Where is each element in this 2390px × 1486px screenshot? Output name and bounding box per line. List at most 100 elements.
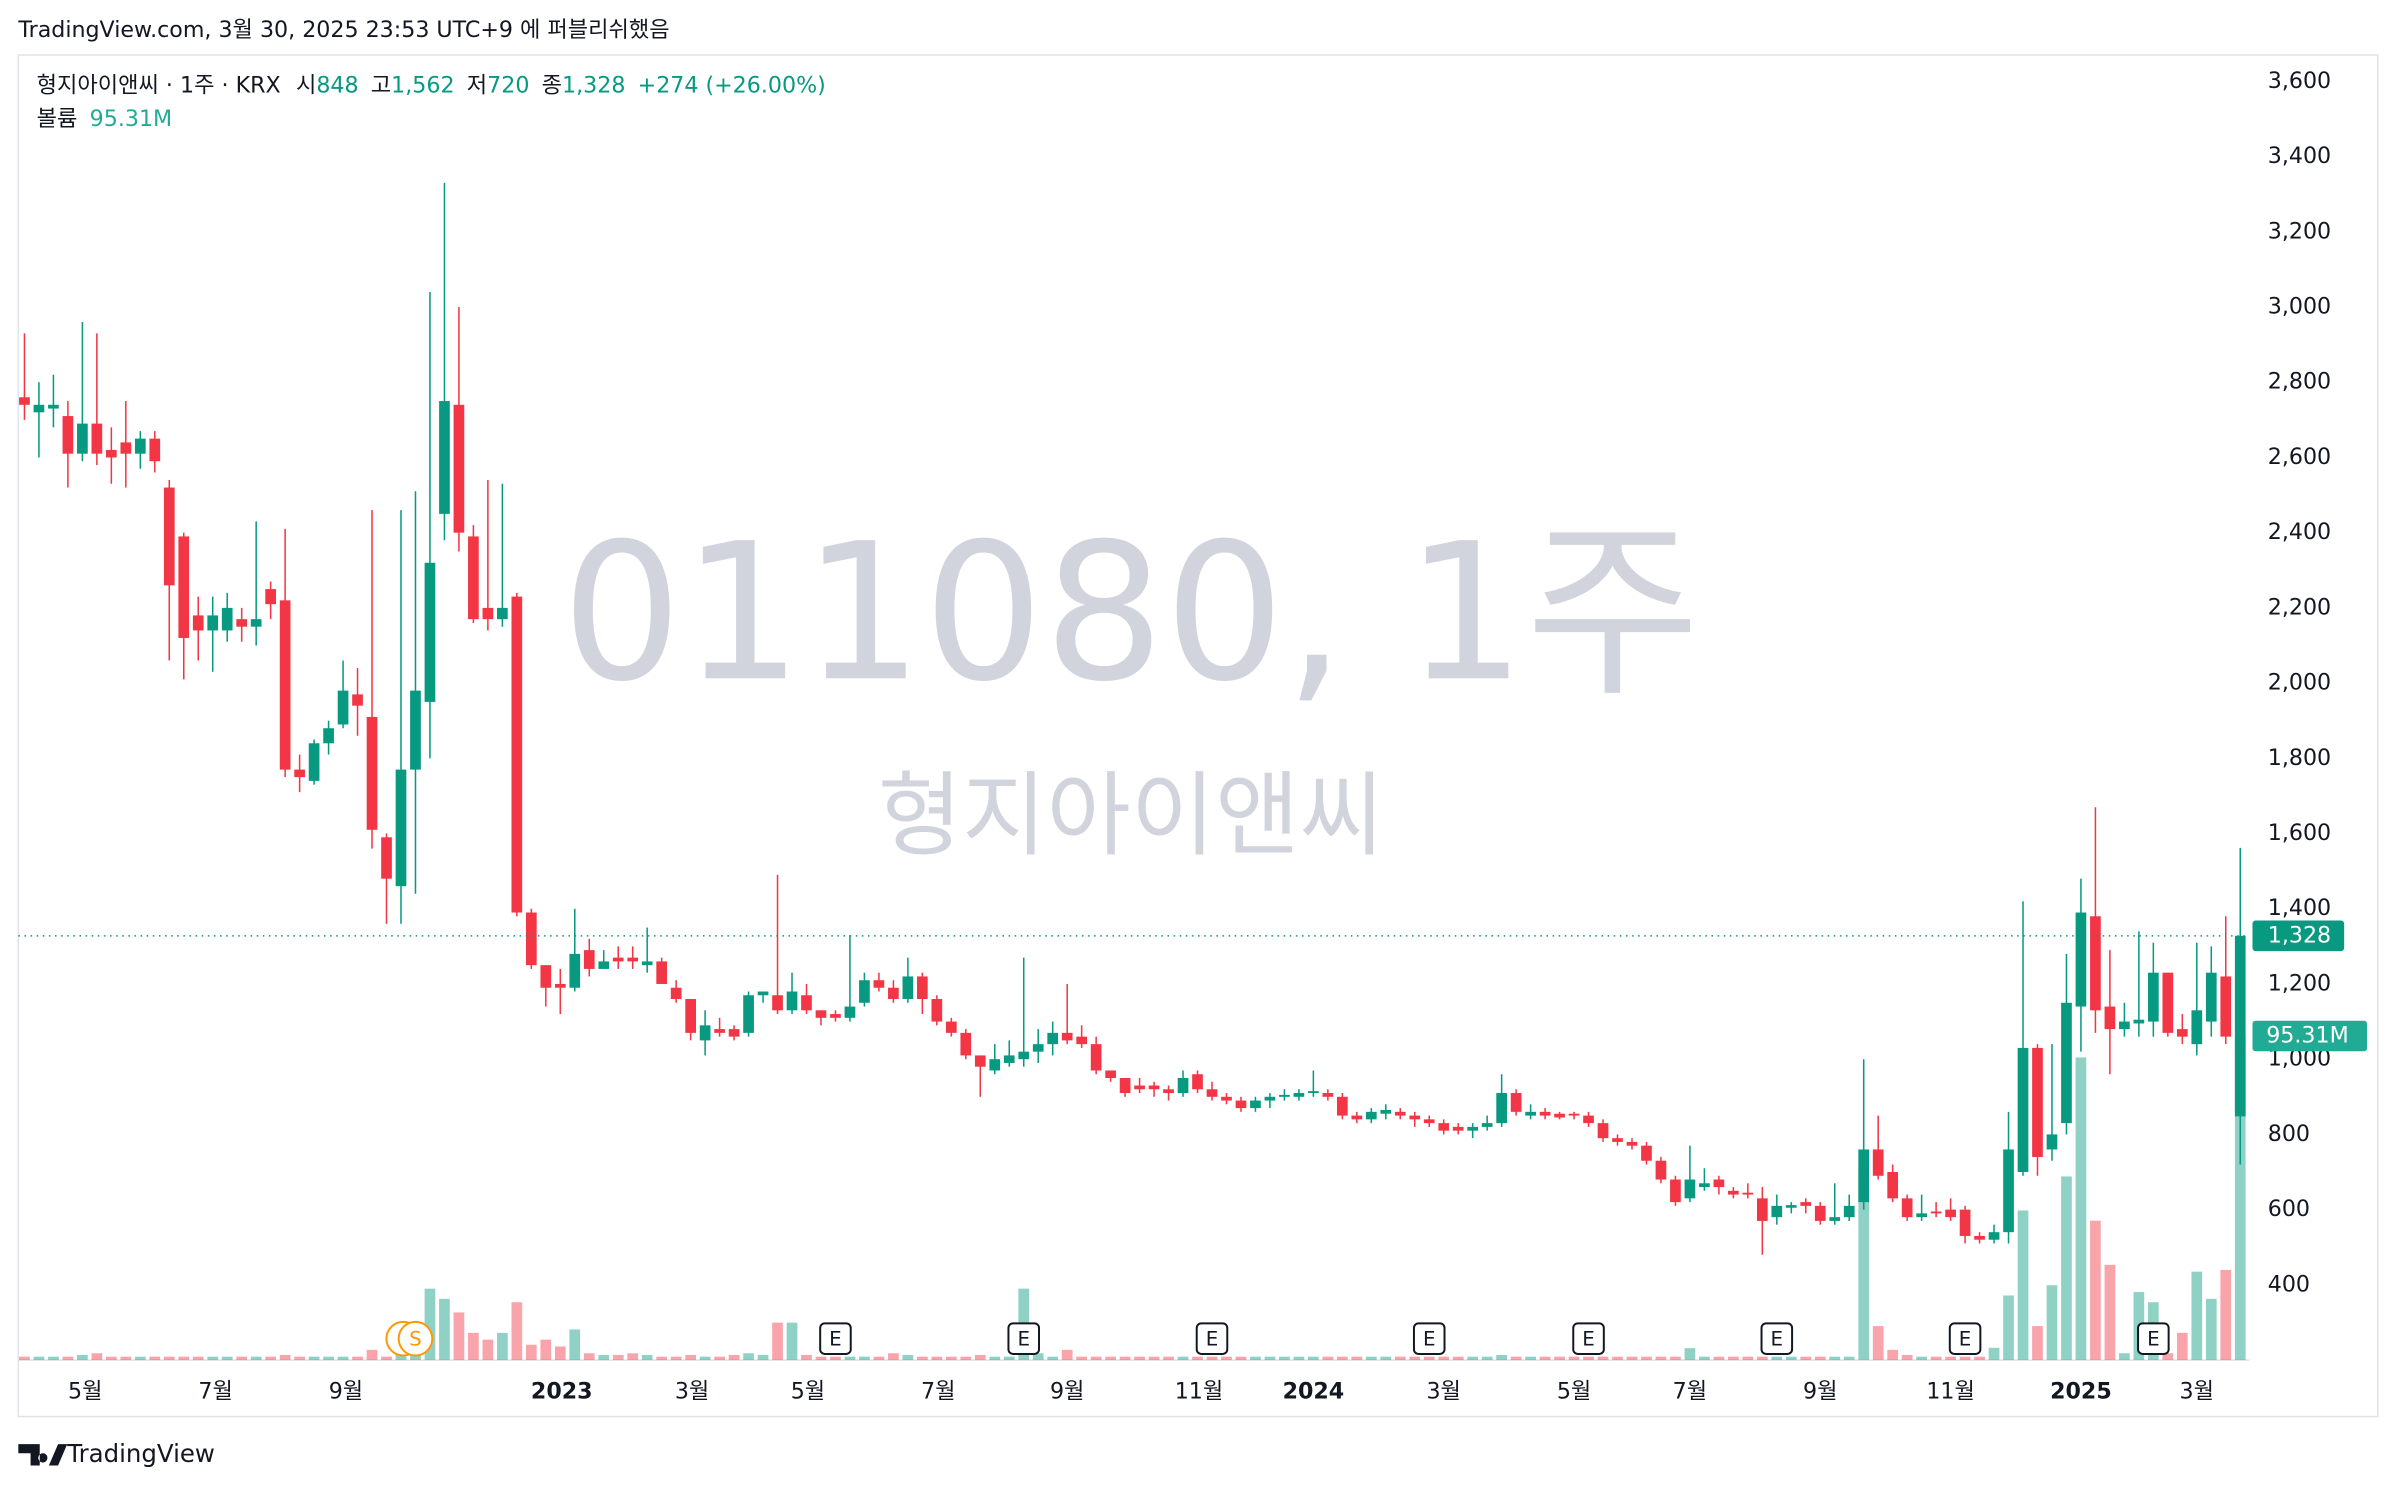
volume-bar [1032,1353,1044,1361]
volume-bar [91,1353,103,1361]
volume-bar [1988,1347,2000,1361]
earnings-marker [1412,1322,1446,1355]
volume-bar [1250,1356,1261,1361]
volume-bar [1597,1356,1609,1361]
candle-body [2191,1010,2203,1045]
x-tick-label: 9월 [329,1379,363,1405]
candle-body [1568,1113,1580,1116]
volume-value: 95.31M [90,106,173,132]
x-tick-label: 11월 [1926,1379,1975,1405]
volume-bar [511,1302,523,1361]
candle-body [1785,1205,1797,1208]
volume-bar [2205,1298,2217,1361]
candle-body [2205,972,2217,1022]
volume-bar [1756,1356,1768,1361]
volume-bar [1119,1356,1131,1361]
volume-bar [1554,1356,1565,1361]
candle-body [830,1014,841,1018]
volume-bar [873,1356,885,1361]
candle-body [1192,1074,1203,1090]
volume-bar [250,1356,262,1361]
earnings-label: E [1959,1328,1972,1351]
footer: TradingView [18,1439,215,1468]
candle-body [1510,1093,1522,1112]
x-tick-label: 9월 [1803,1379,1837,1405]
candle-body [1974,1235,1985,1240]
candle-body [525,912,537,966]
ohlc-value: 848 [316,72,358,98]
candle-body [1119,1077,1131,1094]
candle-body [62,416,74,454]
y-tick-label: 1,400 [2268,895,2331,921]
volume-bar [641,1354,653,1361]
candle-body [1206,1089,1218,1097]
candle-body [511,596,523,913]
x-tick-label: 3월 [1426,1379,1460,1405]
candle-body [2090,916,2101,1011]
candle-body [134,438,146,454]
volume-bar [1901,1354,1913,1361]
volume-bar [583,1353,595,1361]
price-badge-label: 1,328 [2268,922,2331,948]
candle-body [844,1006,856,1018]
volume-bar [33,1356,45,1361]
candle-body [540,965,552,988]
candle-body [641,961,653,966]
candle-body [1293,1093,1305,1097]
earnings-label: E [1771,1328,1784,1351]
candle-body [1148,1085,1160,1090]
volume-bar [974,1354,986,1361]
watermark: 011080, 1주 형지아이앤씨 [562,502,1701,869]
x-tick-label: 7월 [1673,1379,1707,1405]
candle-body [1452,1126,1464,1131]
volume-bar [337,1356,349,1361]
candle-body [2176,1029,2188,1037]
x-tick-label: 2023 [531,1379,593,1405]
x-tick-label: 5월 [68,1379,102,1405]
candle-body [714,1029,725,1033]
volume-bar [1771,1356,1783,1361]
candle-body [1655,1160,1667,1180]
candle-body [1365,1111,1377,1120]
earnings-label: E [1206,1328,1219,1351]
candle-body [1409,1115,1421,1120]
volume-bar [554,1346,566,1361]
candle-body [1945,1209,1956,1218]
volume-bar [743,1353,754,1361]
candle-body [352,694,363,706]
earnings-marker [1195,1322,1229,1355]
candle-body [743,995,754,1033]
candle-body [2119,1021,2130,1030]
earnings-marker [1948,1322,1982,1355]
volume-bar [931,1356,943,1361]
volume-bar [236,1356,248,1361]
candle-body [1134,1085,1145,1090]
candle-body [859,980,870,1003]
volume-bar [1264,1356,1276,1361]
volume-bar [1467,1356,1479,1361]
volume-bar [1047,1356,1059,1361]
volume-bar [1336,1356,1348,1361]
volume-bar [1206,1356,1218,1361]
volume-bar [989,1356,1001,1361]
candle-body [1438,1123,1450,1131]
candle-body [917,976,928,1000]
volume-bar [772,1322,783,1361]
volume-bar [1525,1356,1536,1361]
y-tick-label: 2,400 [2268,519,2331,545]
volume-bar [1380,1356,1392,1361]
volume-bar [1423,1356,1435,1361]
volume-bar [1655,1356,1667,1361]
candle-body [250,619,262,627]
candle-body [1394,1111,1406,1116]
volume-bar [859,1356,870,1361]
y-tick-label: 2,200 [2268,594,2331,620]
candle-body [931,999,943,1022]
candle-body [1351,1115,1363,1120]
candle-body [945,1021,957,1033]
watermark-symbol: 011080, 1주 [562,502,1701,723]
candle-body [1467,1126,1479,1131]
candle-body [1496,1093,1507,1124]
candle-body [1916,1213,1927,1218]
